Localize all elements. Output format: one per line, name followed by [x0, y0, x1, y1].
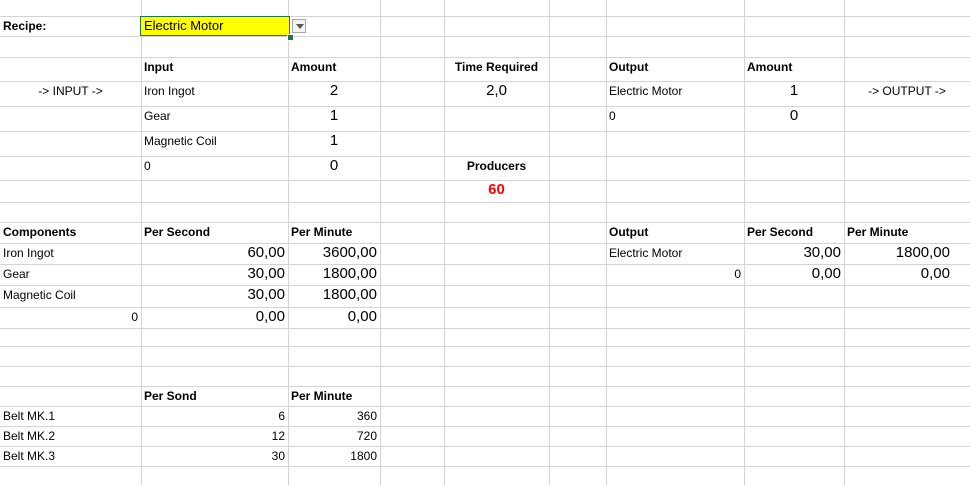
- output-rates-row-2-per-second[interactable]: 0,00: [811, 265, 841, 282]
- components-row-1-per-minute[interactable]: 3600,00: [322, 244, 377, 261]
- grid-row-line: [0, 81, 970, 82]
- grid-row-line: [0, 446, 970, 447]
- output-rates-row-1-per-minute[interactable]: 1800,00: [895, 244, 950, 261]
- output-header: Output: [609, 60, 649, 74]
- components-row-4-per-minute[interactable]: 0,00: [347, 308, 377, 325]
- components-row-1-per-second[interactable]: 60,00: [247, 244, 285, 261]
- components-per-minute-header: Per Minute: [291, 225, 353, 239]
- output-amount-header: Amount: [747, 60, 793, 74]
- time-required-label: Time Required: [454, 60, 539, 74]
- belts-row-1-per-minute[interactable]: 360: [356, 409, 377, 423]
- recipe-dropdown[interactable]: Electric Motor: [140, 16, 290, 36]
- fill-handle[interactable]: [287, 34, 294, 41]
- belts-per-second-header: Per Sond: [144, 389, 197, 403]
- grid-column-line: [606, 0, 607, 485]
- grid-row-line: [0, 406, 970, 407]
- components-row-4-per-second[interactable]: 0,00: [255, 308, 285, 325]
- belts-row-2-per-minute[interactable]: 720: [356, 429, 377, 443]
- input-row-1-name[interactable]: Iron Ingot: [144, 84, 195, 98]
- producers-label: Producers: [466, 159, 527, 173]
- recipe-label: Recipe:: [3, 19, 47, 33]
- grid-row-line: [0, 386, 970, 387]
- components-row-3-per-second[interactable]: 30,00: [247, 286, 285, 303]
- output-row-2-name[interactable]: 0: [609, 109, 616, 123]
- input-arrow-label: -> INPUT ->: [38, 84, 103, 98]
- input-row-2-amount[interactable]: 1: [329, 107, 339, 124]
- grid-column-line: [549, 0, 550, 485]
- components-row-2-name[interactable]: Gear: [3, 267, 30, 281]
- grid-row-line: [0, 264, 970, 265]
- belts-row-3-name[interactable]: Belt MK.3: [3, 449, 56, 463]
- grid-row-line: [0, 222, 970, 223]
- input-row-2-name[interactable]: Gear: [144, 109, 171, 123]
- grid-row-line: [0, 180, 970, 181]
- dropdown-arrow-icon[interactable]: [292, 19, 306, 33]
- components-row-4-name[interactable]: 0: [131, 310, 138, 324]
- output-rates-header: Output: [609, 225, 649, 239]
- input-row-3-amount[interactable]: 1: [329, 132, 339, 149]
- producers-value[interactable]: 60: [488, 181, 505, 198]
- grid-row-line: [0, 346, 970, 347]
- grid-column-line: [141, 0, 142, 485]
- grid-row-line: [0, 156, 970, 157]
- output-rates-per-second-header: Per Second: [747, 225, 814, 239]
- belts-per-minute-header: Per Minute: [291, 389, 353, 403]
- time-required-value[interactable]: 2,0: [486, 82, 507, 99]
- output-arrow-label: -> OUTPUT ->: [868, 84, 946, 98]
- grid-row-line: [0, 426, 970, 427]
- input-row-4-name[interactable]: 0: [144, 159, 151, 173]
- belts-row-2-name[interactable]: Belt MK.2: [3, 429, 56, 443]
- grid-row-line: [0, 57, 970, 58]
- grid-row-line: [0, 202, 970, 203]
- grid-column-line: [844, 0, 845, 485]
- belts-row-3-per-minute[interactable]: 1800: [350, 449, 377, 463]
- grid-row-line: [0, 106, 970, 107]
- grid-row-line: [0, 307, 970, 308]
- grid-row-line: [0, 285, 970, 286]
- output-rates-row-1-per-second[interactable]: 30,00: [803, 244, 841, 261]
- input-row-1-amount[interactable]: 2: [329, 82, 339, 99]
- grid-row-line: [0, 366, 970, 367]
- grid-column-line: [288, 0, 289, 485]
- belts-row-3-per-second[interactable]: 30: [271, 449, 285, 463]
- components-row-3-per-minute[interactable]: 1800,00: [322, 286, 377, 303]
- grid-row-line: [0, 131, 970, 132]
- belts-row-1-name[interactable]: Belt MK.1: [3, 409, 56, 423]
- output-rates-row-2-per-minute[interactable]: 0,00: [920, 265, 950, 282]
- output-row-2-amount[interactable]: 0: [789, 107, 799, 124]
- components-per-second-header: Per Second: [144, 225, 211, 239]
- input-row-3-name[interactable]: Magnetic Coil: [144, 134, 217, 148]
- belts-row-1-per-second[interactable]: 6: [278, 409, 285, 423]
- input-header: Input: [144, 60, 174, 74]
- grid-row-line: [0, 328, 970, 329]
- output-rates-row-1-name[interactable]: Electric Motor: [609, 246, 683, 260]
- components-row-2-per-minute[interactable]: 1800,00: [322, 265, 377, 282]
- output-row-1-name[interactable]: Electric Motor: [609, 84, 683, 98]
- grid-column-line: [744, 0, 745, 485]
- grid-row-line: [0, 16, 970, 17]
- input-amount-header: Amount: [291, 60, 337, 74]
- components-row-1-name[interactable]: Iron Ingot: [3, 246, 54, 260]
- grid-column-line: [380, 0, 381, 485]
- output-row-1-amount[interactable]: 1: [789, 82, 799, 99]
- grid-row-line: [0, 466, 970, 467]
- components-header: Components: [3, 225, 77, 239]
- input-row-4-amount[interactable]: 0: [329, 157, 339, 174]
- grid-row-line: [0, 36, 970, 37]
- grid-row-line: [0, 243, 970, 244]
- belts-row-2-per-second[interactable]: 12: [271, 429, 285, 443]
- grid-column-line: [444, 0, 445, 485]
- output-rates-per-minute-header: Per Minute: [847, 225, 909, 239]
- components-row-3-name[interactable]: Magnetic Coil: [3, 288, 76, 302]
- output-rates-row-2-name[interactable]: 0: [734, 267, 741, 281]
- components-row-2-per-second[interactable]: 30,00: [247, 265, 285, 282]
